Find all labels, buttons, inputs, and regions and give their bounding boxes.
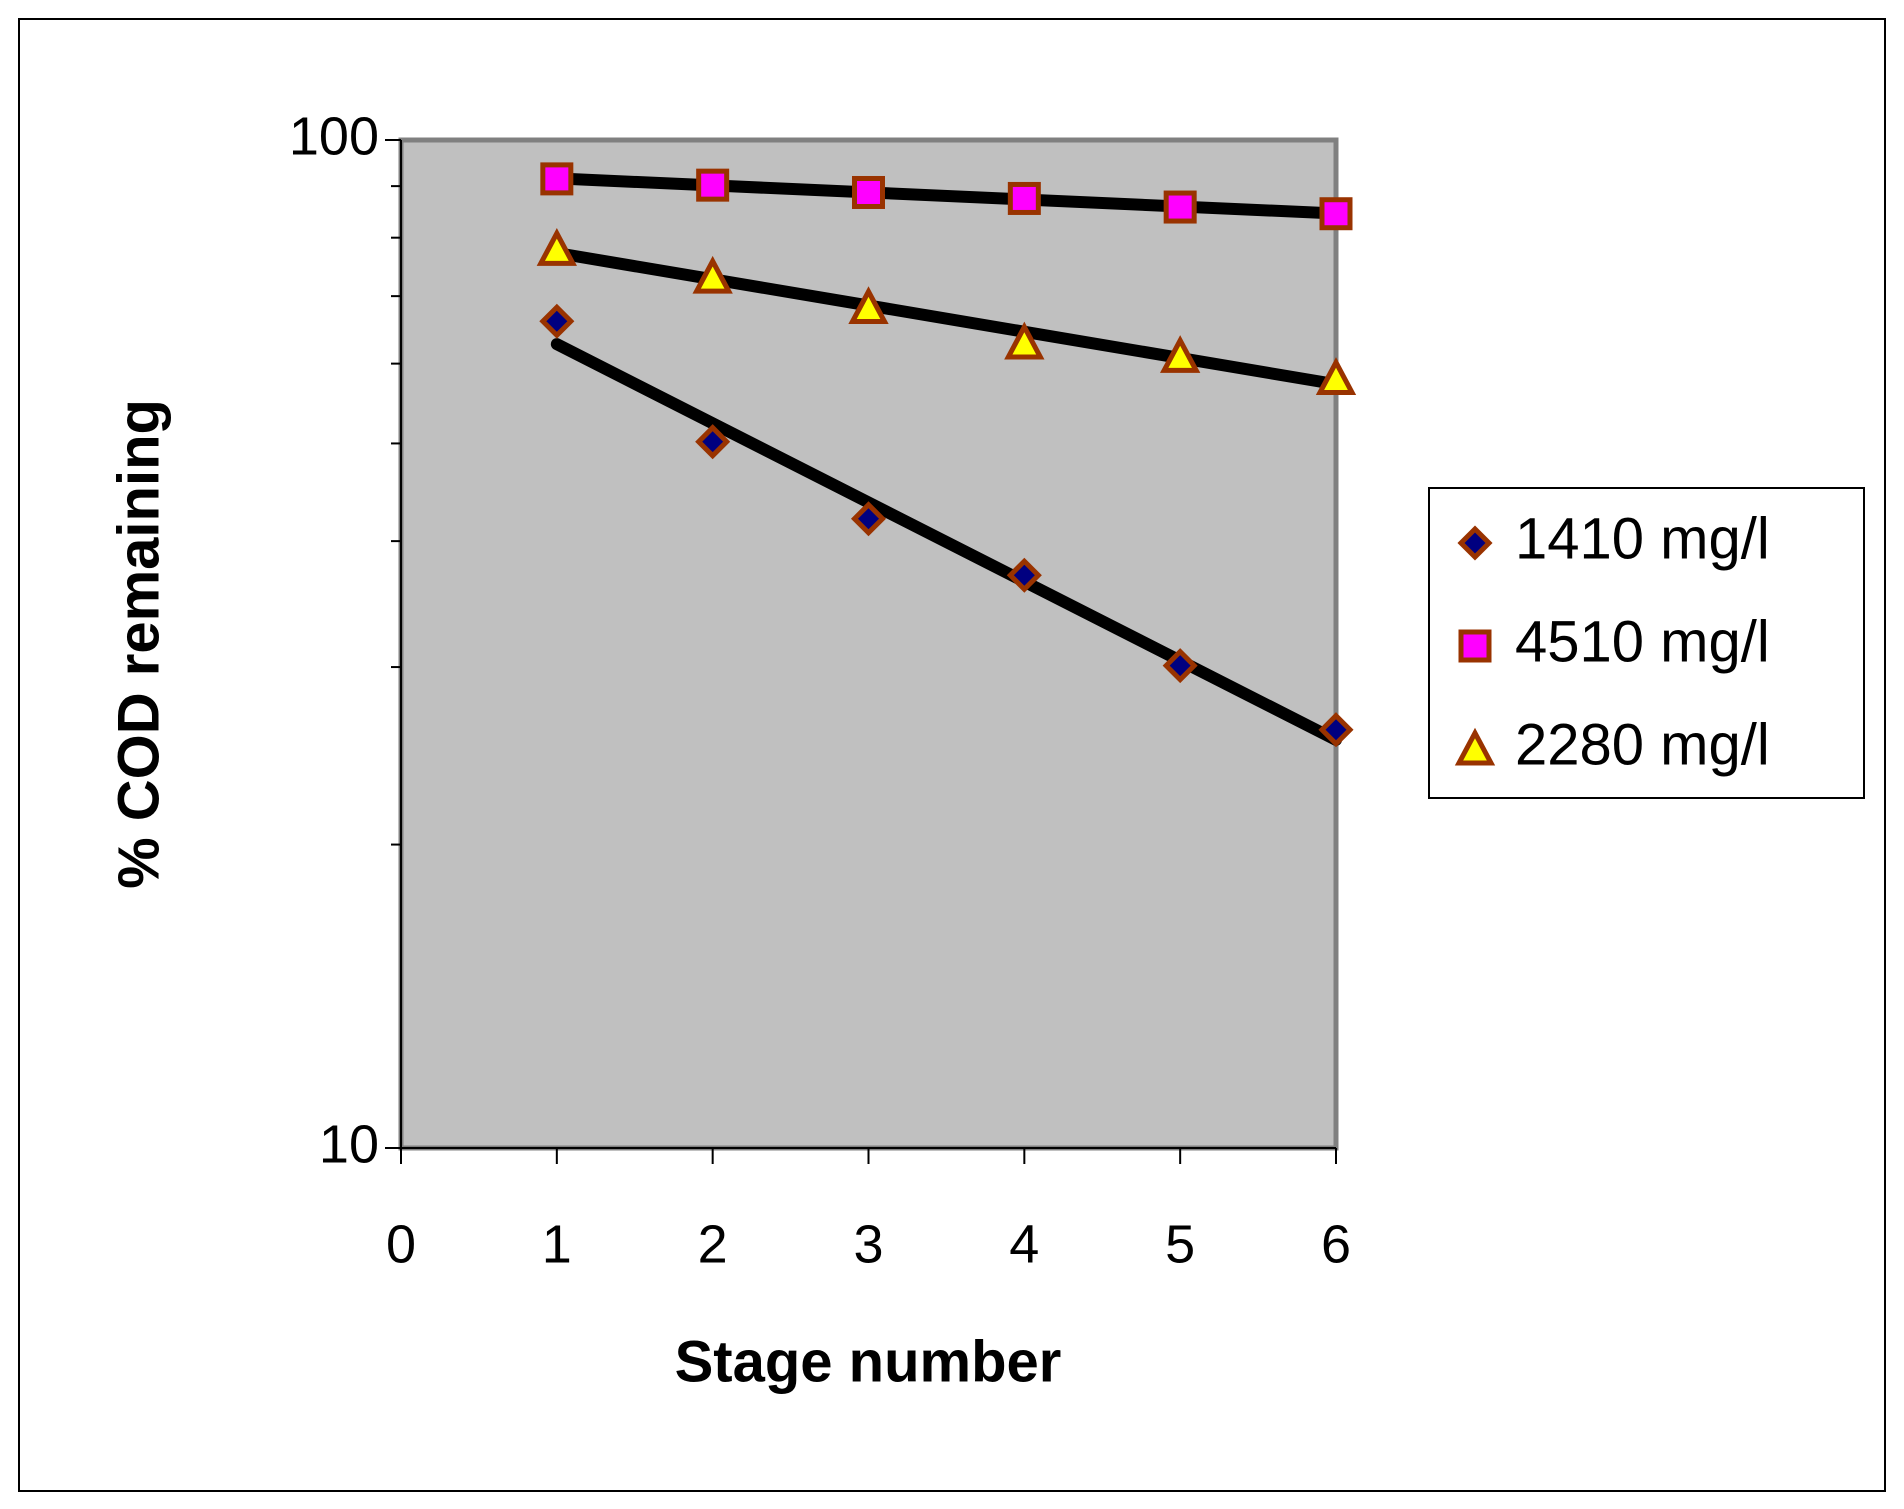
x-tick-label: 6 bbox=[1321, 1214, 1351, 1274]
x-tick-label: 2 bbox=[698, 1214, 728, 1274]
legend-box bbox=[1428, 487, 1865, 799]
legend-label: 1410 mg/l bbox=[1515, 506, 1770, 571]
marker bbox=[539, 303, 575, 339]
marker bbox=[1315, 357, 1357, 395]
x-axis-title: Stage number bbox=[675, 1329, 1062, 1394]
marker bbox=[1004, 321, 1045, 360]
marker bbox=[696, 168, 730, 202]
x-tick-label: 0 bbox=[386, 1214, 416, 1274]
trendline bbox=[550, 172, 1342, 220]
marker bbox=[852, 175, 885, 209]
x-tick-label: 3 bbox=[853, 1214, 883, 1274]
marker bbox=[536, 228, 577, 266]
marker bbox=[1162, 648, 1198, 684]
marker bbox=[1006, 557, 1042, 593]
marker bbox=[1319, 197, 1353, 231]
marker bbox=[850, 501, 887, 537]
marker bbox=[1454, 727, 1496, 766]
y-axis-title: % COD remaining bbox=[106, 399, 171, 889]
marker bbox=[695, 424, 731, 460]
legend-label: 2280 mg/l bbox=[1515, 712, 1770, 777]
x-tick-label: 4 bbox=[1009, 1214, 1039, 1274]
marker bbox=[1458, 629, 1492, 663]
trendline bbox=[550, 247, 1342, 391]
marker bbox=[540, 162, 574, 196]
x-tick-label: 5 bbox=[1165, 1214, 1195, 1274]
marker bbox=[1163, 190, 1197, 224]
y-tick-label: 10 bbox=[319, 1114, 379, 1174]
trendline bbox=[550, 338, 1342, 746]
marker bbox=[692, 255, 733, 294]
y-tick-label: 100 bbox=[289, 106, 379, 166]
marker bbox=[1007, 181, 1041, 215]
x-tick-label: 1 bbox=[542, 1214, 572, 1274]
marker bbox=[1457, 525, 1493, 561]
marker bbox=[1159, 335, 1201, 373]
marker bbox=[1318, 712, 1354, 748]
marker bbox=[848, 286, 889, 325]
legend-label: 4510 mg/l bbox=[1515, 609, 1770, 674]
